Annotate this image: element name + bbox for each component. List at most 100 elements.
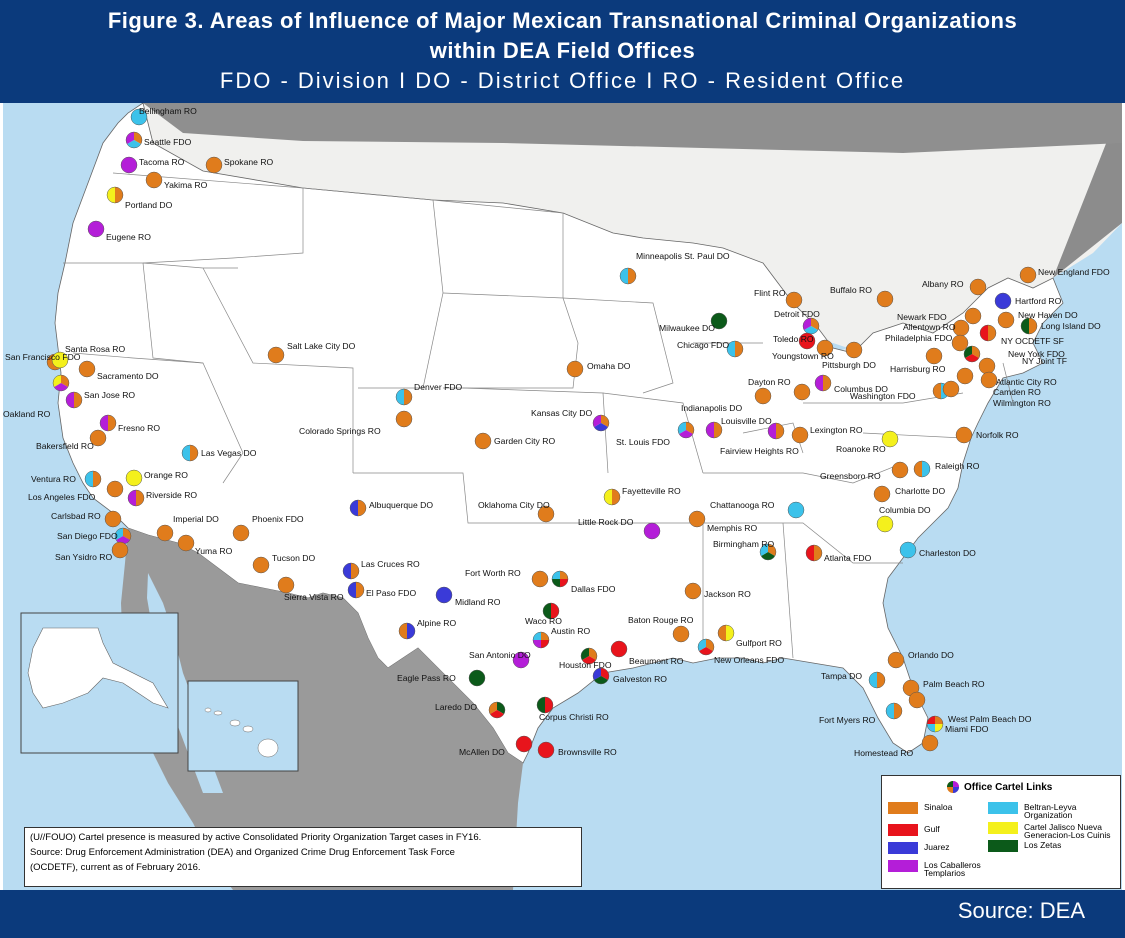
office-marker-new-england-fdo <box>1019 266 1037 284</box>
office-marker-dallas-fdo <box>551 570 569 588</box>
office-label-dayton-ro: Dayton RO <box>748 377 791 387</box>
slice-caballeros <box>815 375 823 391</box>
office-label-yakima-ro: Yakima RO <box>164 180 208 190</box>
office-marker-spokane-ro <box>205 156 223 174</box>
marker-ring <box>814 374 832 392</box>
office-marker-bakersfield-ro <box>89 429 107 447</box>
marker-ring <box>868 671 886 689</box>
slice-sinaloa <box>78 360 96 378</box>
office-marker-atlantic-city-ro <box>980 371 998 389</box>
office-marker-omaha-do <box>566 360 584 378</box>
slice-juarez <box>350 500 358 516</box>
office-label-ny-ocdetf-sf: NY OCDETF SF <box>1001 336 1064 346</box>
slice-sinaloa <box>935 716 943 724</box>
office-label-washington-fdo: Washington FDO <box>850 391 916 401</box>
office-labels: Bellingham RO Seattle FDO Tacoma RO Spokane… <box>3 106 1110 758</box>
slice-sinaloa <box>816 339 834 357</box>
office-marker-beaumont-ro <box>610 640 628 658</box>
slice-sinaloa <box>980 371 998 389</box>
slice-caballeros <box>533 640 541 648</box>
office-label-palm-beach-ro: Palm Beach RO <box>923 679 985 689</box>
us-map: Bellingham RO Seattle FDO Tacoma RO Spokane… <box>3 103 1122 890</box>
slice-beltran <box>727 341 735 357</box>
marker-ring <box>125 131 143 149</box>
office-marker-minneapolis-st-paul-do <box>619 267 637 285</box>
office-label-midland-ro: Midland RO <box>455 597 501 607</box>
slice-sinaloa <box>921 734 939 752</box>
office-marker-detroit-fdo <box>802 317 820 335</box>
legend-label-sinaloa: Sinaloa <box>924 802 953 812</box>
office-marker-orange-ro <box>125 469 143 487</box>
slice-sinaloa <box>404 389 412 405</box>
hawaii-islands <box>204 707 279 758</box>
office-label-milwaukee-do: Milwaukee DO <box>659 323 715 333</box>
slice-sinaloa <box>474 432 492 450</box>
marker-ring <box>488 701 506 719</box>
office-marker-garden-city-ro <box>474 432 492 450</box>
office-label-colorado-springs-ro: Colorado Springs RO <box>299 426 381 436</box>
office-label-omaha-do: Omaha DO <box>587 361 631 371</box>
marker-ring <box>805 544 823 562</box>
slice-sinaloa <box>156 524 174 542</box>
office-marker-columbus-do <box>814 374 832 392</box>
office-label-baton-rouge-ro: Baton Rouge RO <box>628 615 694 625</box>
office-label-alpine-ro: Alpine RO <box>417 618 456 628</box>
office-label-jackson-ro: Jackson RO <box>704 589 751 599</box>
slice-gulf <box>541 640 549 648</box>
office-marker-yuma-ro <box>177 534 195 552</box>
office-label-fort-myers-ro: Fort Myers RO <box>819 715 876 725</box>
legend-swatch-zetas <box>988 840 1018 852</box>
canada-east <box>1053 103 1122 278</box>
office-label-new-orleans-fdo: New Orleans FDO <box>714 655 785 665</box>
slice-sinaloa <box>978 357 996 375</box>
office-marker-norfolk-ro <box>955 426 973 444</box>
marker-ring <box>52 374 70 392</box>
office-marker-fort-myers-ro <box>885 702 903 720</box>
slice-sinaloa <box>1029 318 1037 334</box>
slice-beltran <box>927 724 935 732</box>
slice-jalisco <box>876 515 894 533</box>
office-marker-brownsville-ro <box>537 741 555 759</box>
office-marker-waco-ro <box>542 602 560 620</box>
slice-sinaloa <box>277 576 295 594</box>
office-marker-greensboro-ro <box>891 461 909 479</box>
office-label-orlando-do: Orlando DO <box>908 650 954 660</box>
office-label-allentown-ro: Allentown RO <box>903 322 956 332</box>
office-marker-eagle-pass-ro <box>468 669 486 687</box>
slice-caballeros <box>643 522 661 540</box>
office-label-charlotte-do: Charlotte DO <box>895 486 945 496</box>
slice-sinaloa <box>776 423 784 439</box>
office-label-pittsburgh-do: Pittsburgh DO <box>822 360 876 370</box>
office-marker-tucson-do <box>252 556 270 574</box>
office-marker-phoenix-fdo <box>232 524 250 542</box>
slice-caballeros <box>128 490 136 506</box>
legend-swatch-caballeros <box>888 860 918 872</box>
marker-ring <box>705 421 723 439</box>
slice-sinaloa <box>108 415 116 431</box>
slice-sinaloa <box>190 445 198 461</box>
slice-gulf <box>806 545 814 561</box>
office-label-gulfport-ro: Gulfport RO <box>736 638 782 648</box>
office-label-tacoma-ro: Tacoma RO <box>139 157 185 167</box>
slice-sinaloa <box>823 375 831 391</box>
slice-sinaloa <box>814 545 822 561</box>
office-label-miami-fdo: Miami FDO <box>945 724 989 734</box>
office-label-chicago-fdo: Chicago FDO <box>677 340 729 350</box>
office-marker-corpus-christi-ro <box>536 696 554 714</box>
office-label-spokane-ro: Spokane RO <box>224 157 274 167</box>
office-marker-new-york-fdo <box>963 345 981 363</box>
office-marker-seattle-fdo <box>125 131 143 149</box>
slice-sinaloa <box>356 582 364 598</box>
office-marker-oakland-ro <box>52 374 70 392</box>
marker-ring <box>592 414 610 432</box>
office-marker-camden-ro <box>956 367 974 385</box>
slice-sinaloa <box>358 500 366 516</box>
office-marker-st-louis-fdo <box>677 421 695 439</box>
slice-sinaloa <box>997 311 1015 329</box>
marker-ring <box>342 562 360 580</box>
slice-gulf <box>551 603 559 619</box>
office-marker-san-francisco-fdo <box>51 351 69 369</box>
office-marker-little-rock-do <box>643 522 661 540</box>
office-marker-ny-ocdetf-sf <box>979 324 997 342</box>
marker-ring <box>963 345 981 363</box>
